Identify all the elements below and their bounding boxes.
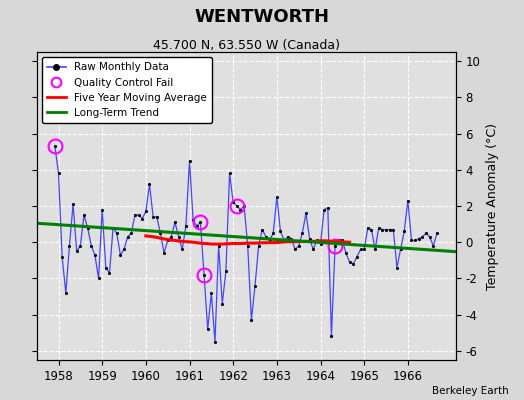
Y-axis label: Temperature Anomaly (°C): Temperature Anomaly (°C) bbox=[486, 122, 499, 290]
Legend: Raw Monthly Data, Quality Control Fail, Five Year Moving Average, Long-Term Tren: Raw Monthly Data, Quality Control Fail, … bbox=[42, 57, 212, 123]
Text: WENTWORTH: WENTWORTH bbox=[194, 8, 330, 26]
Title: 45.700 N, 63.550 W (Canada): 45.700 N, 63.550 W (Canada) bbox=[153, 39, 340, 52]
Text: Berkeley Earth: Berkeley Earth bbox=[432, 386, 508, 396]
